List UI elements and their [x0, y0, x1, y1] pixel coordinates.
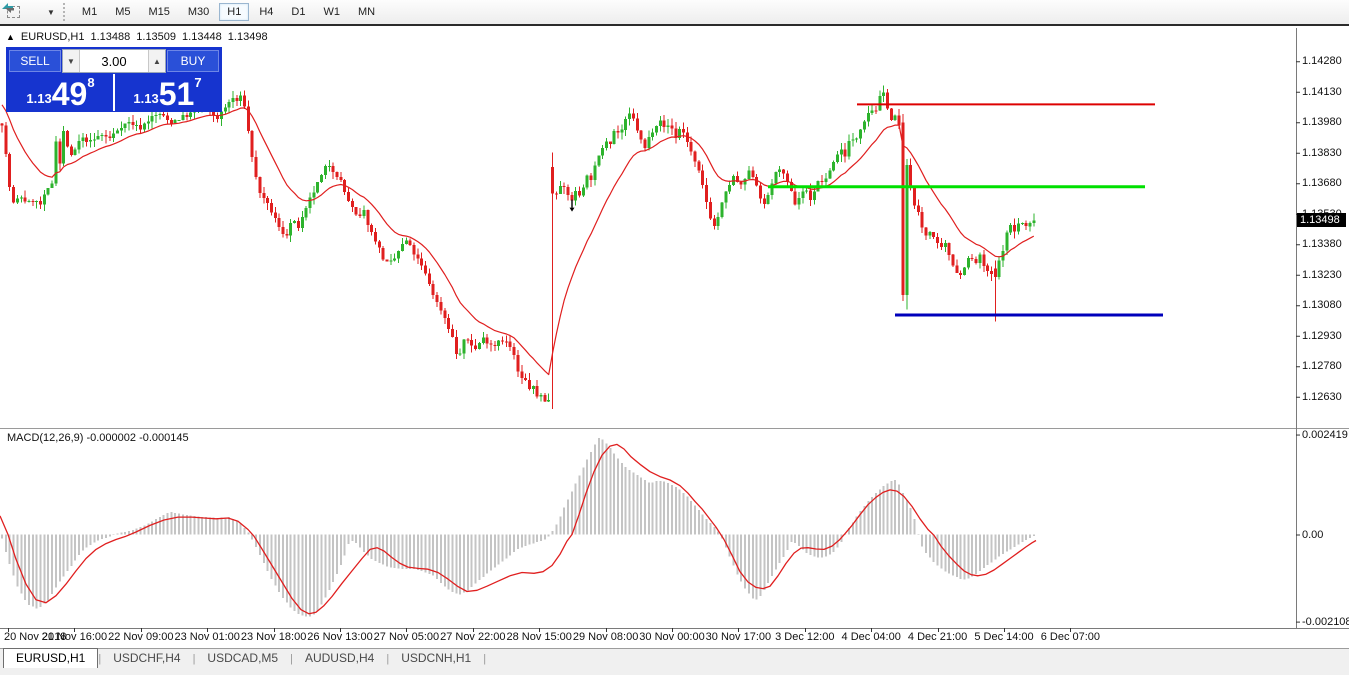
tab-separator: |	[483, 653, 487, 665]
ohlc-open: 1.13488	[90, 31, 131, 43]
ohlc-low: 1.13448	[182, 31, 222, 43]
price-axis-label: 1.14130	[1302, 85, 1342, 98]
toolbar: ▼ M1 M5 M15 M30 H1 H4 D1 W1 MN	[0, 0, 1349, 26]
time-axis-label: 6 Dec 07:00	[1040, 631, 1101, 643]
tab-separator: |	[98, 653, 102, 665]
tab-separator: |	[192, 653, 196, 665]
timeframe-button-M1[interactable]: M1	[81, 6, 98, 18]
sell-price-pips: 49	[51, 76, 88, 112]
macd-axis-label: -0.002108	[1302, 615, 1349, 628]
timeframe-button-MN[interactable]: MN	[357, 6, 376, 18]
one-click-trading-panel: SELL ▼ 3.00 ▲ BUY 1.13 49 8 1.13 51 7	[6, 47, 222, 112]
price-axis-label: 1.13080	[1302, 299, 1342, 312]
buy-price-quote[interactable]: 1.13 51 7	[115, 74, 220, 111]
tab-separator: |	[386, 653, 390, 665]
price-axis-label: 1.12930	[1302, 329, 1342, 342]
time-axis-label: 30 Nov 17:00	[705, 631, 772, 643]
volume-increase-button[interactable]: ▲	[148, 50, 165, 72]
collapse-chart-icon[interactable]: ▲	[6, 32, 15, 42]
timeframe-button-M5[interactable]: M5	[115, 6, 131, 18]
time-axis-label: 22 Nov 09:00	[108, 631, 174, 643]
macd-axis-label: 0.00	[1302, 528, 1324, 541]
time-axis-label: 29 Nov 08:00	[572, 631, 639, 643]
price-axis-label: 1.13680	[1302, 177, 1342, 190]
volume-input[interactable]: 3.00	[101, 53, 127, 69]
tab-AUDUSD-H4[interactable]: AUDUSD,H4	[304, 651, 375, 665]
selection-box-icon[interactable]	[4, 4, 22, 20]
price-axis-label: 1.12780	[1302, 360, 1342, 373]
price-axis-label: 1.14280	[1302, 55, 1342, 68]
time-axis-label: 23 Nov 18:00	[240, 631, 307, 643]
timeframe-group: M1 M5 M15 M30 H1 H4 D1 W1 MN	[73, 3, 384, 21]
volume-spinner: ▼ 3.00 ▲	[62, 49, 166, 73]
chart-tab-bar: EURUSD,H1 | USDCHF,H4 | USDCAD,M5 | AUDUSD,H4 |…	[0, 648, 1349, 668]
time-axis-label: 5 Dec 14:00	[974, 631, 1034, 643]
macd-indicator-label: MACD(12,26,9) -0.000002 -0.000145	[7, 432, 189, 444]
current-price-tag: 1.13498	[1297, 213, 1346, 228]
price-axis-label: 1.13830	[1302, 146, 1342, 159]
tab-EURUSD-H1[interactable]: EURUSD,H1	[3, 648, 99, 668]
buy-price-point: 7	[194, 75, 202, 90]
sell-price-base: 1.13	[26, 91, 52, 106]
dropdown-caret[interactable]: ▼	[47, 7, 55, 17]
timeframe-button-M15[interactable]: M15	[148, 6, 170, 18]
price-axis-label: 1.13980	[1302, 116, 1342, 129]
tab-USDCAD-M5[interactable]: USDCAD,M5	[207, 651, 279, 665]
ohlc-close: 1.13498	[227, 31, 268, 43]
time-axis-label: 4 Dec 04:00	[841, 631, 901, 643]
tab-USDCNH-H1[interactable]: USDCNH,H1	[401, 651, 472, 665]
sell-price-point: 8	[87, 75, 95, 90]
time-axis-label: 20 Nov 2018	[4, 631, 67, 643]
sell-price-quote[interactable]: 1.13 49 8	[8, 74, 115, 111]
sell-button[interactable]: SELL	[9, 50, 61, 72]
toolbar-separator	[62, 3, 68, 21]
time-axis-label: 28 Nov 15:00	[506, 631, 572, 643]
time-axis-label: 30 Nov 00:00	[639, 631, 705, 643]
buy-price-base: 1.13	[133, 91, 159, 106]
time-axis-label: 21 Nov 16:00	[41, 631, 108, 643]
bottom-strip	[0, 668, 1349, 675]
time-axis-label: 4 Dec 21:00	[907, 631, 968, 643]
volume-decrease-button[interactable]: ▼	[63, 50, 80, 72]
tab-USDCHF-H4[interactable]: USDCHF,H4	[113, 651, 181, 665]
timeframe-button-W1[interactable]: W1	[323, 6, 340, 18]
chart-header: ▲ EURUSD,H1 1.13488 1.13509 1.13448 1.13…	[6, 31, 268, 43]
timeframe-button-H4[interactable]: H4	[259, 6, 274, 18]
tab-separator: |	[290, 653, 293, 665]
timeframe-button-M30[interactable]: M30	[187, 6, 210, 18]
time-axis-label: 23 Nov 01:00	[174, 631, 240, 643]
macd-axis-label: 0.002419	[1302, 428, 1348, 441]
time-axis-label: 27 Nov 05:00	[373, 631, 440, 643]
price-axis-label: 1.13230	[1302, 268, 1342, 281]
time-axis-label: 26 Nov 13:00	[307, 631, 373, 643]
price-axis-label: 1.13380	[1302, 238, 1342, 251]
ohlc-high: 1.13509	[136, 31, 177, 43]
price-axis-label: 1.12630	[1302, 390, 1342, 403]
timeframe-button-H1[interactable]: H1	[219, 3, 250, 21]
objects-arrows-icon[interactable]	[2, 3, 44, 20]
time-axis-label: 3 Dec 12:00	[775, 631, 835, 643]
timeframe-button-D1[interactable]: D1	[291, 6, 306, 18]
chart-symbol-label: EURUSD,H1	[20, 31, 85, 43]
buy-price-pips: 51	[158, 76, 195, 112]
time-axis-label: 27 Nov 22:00	[440, 631, 506, 643]
buy-button[interactable]: BUY	[167, 50, 219, 72]
